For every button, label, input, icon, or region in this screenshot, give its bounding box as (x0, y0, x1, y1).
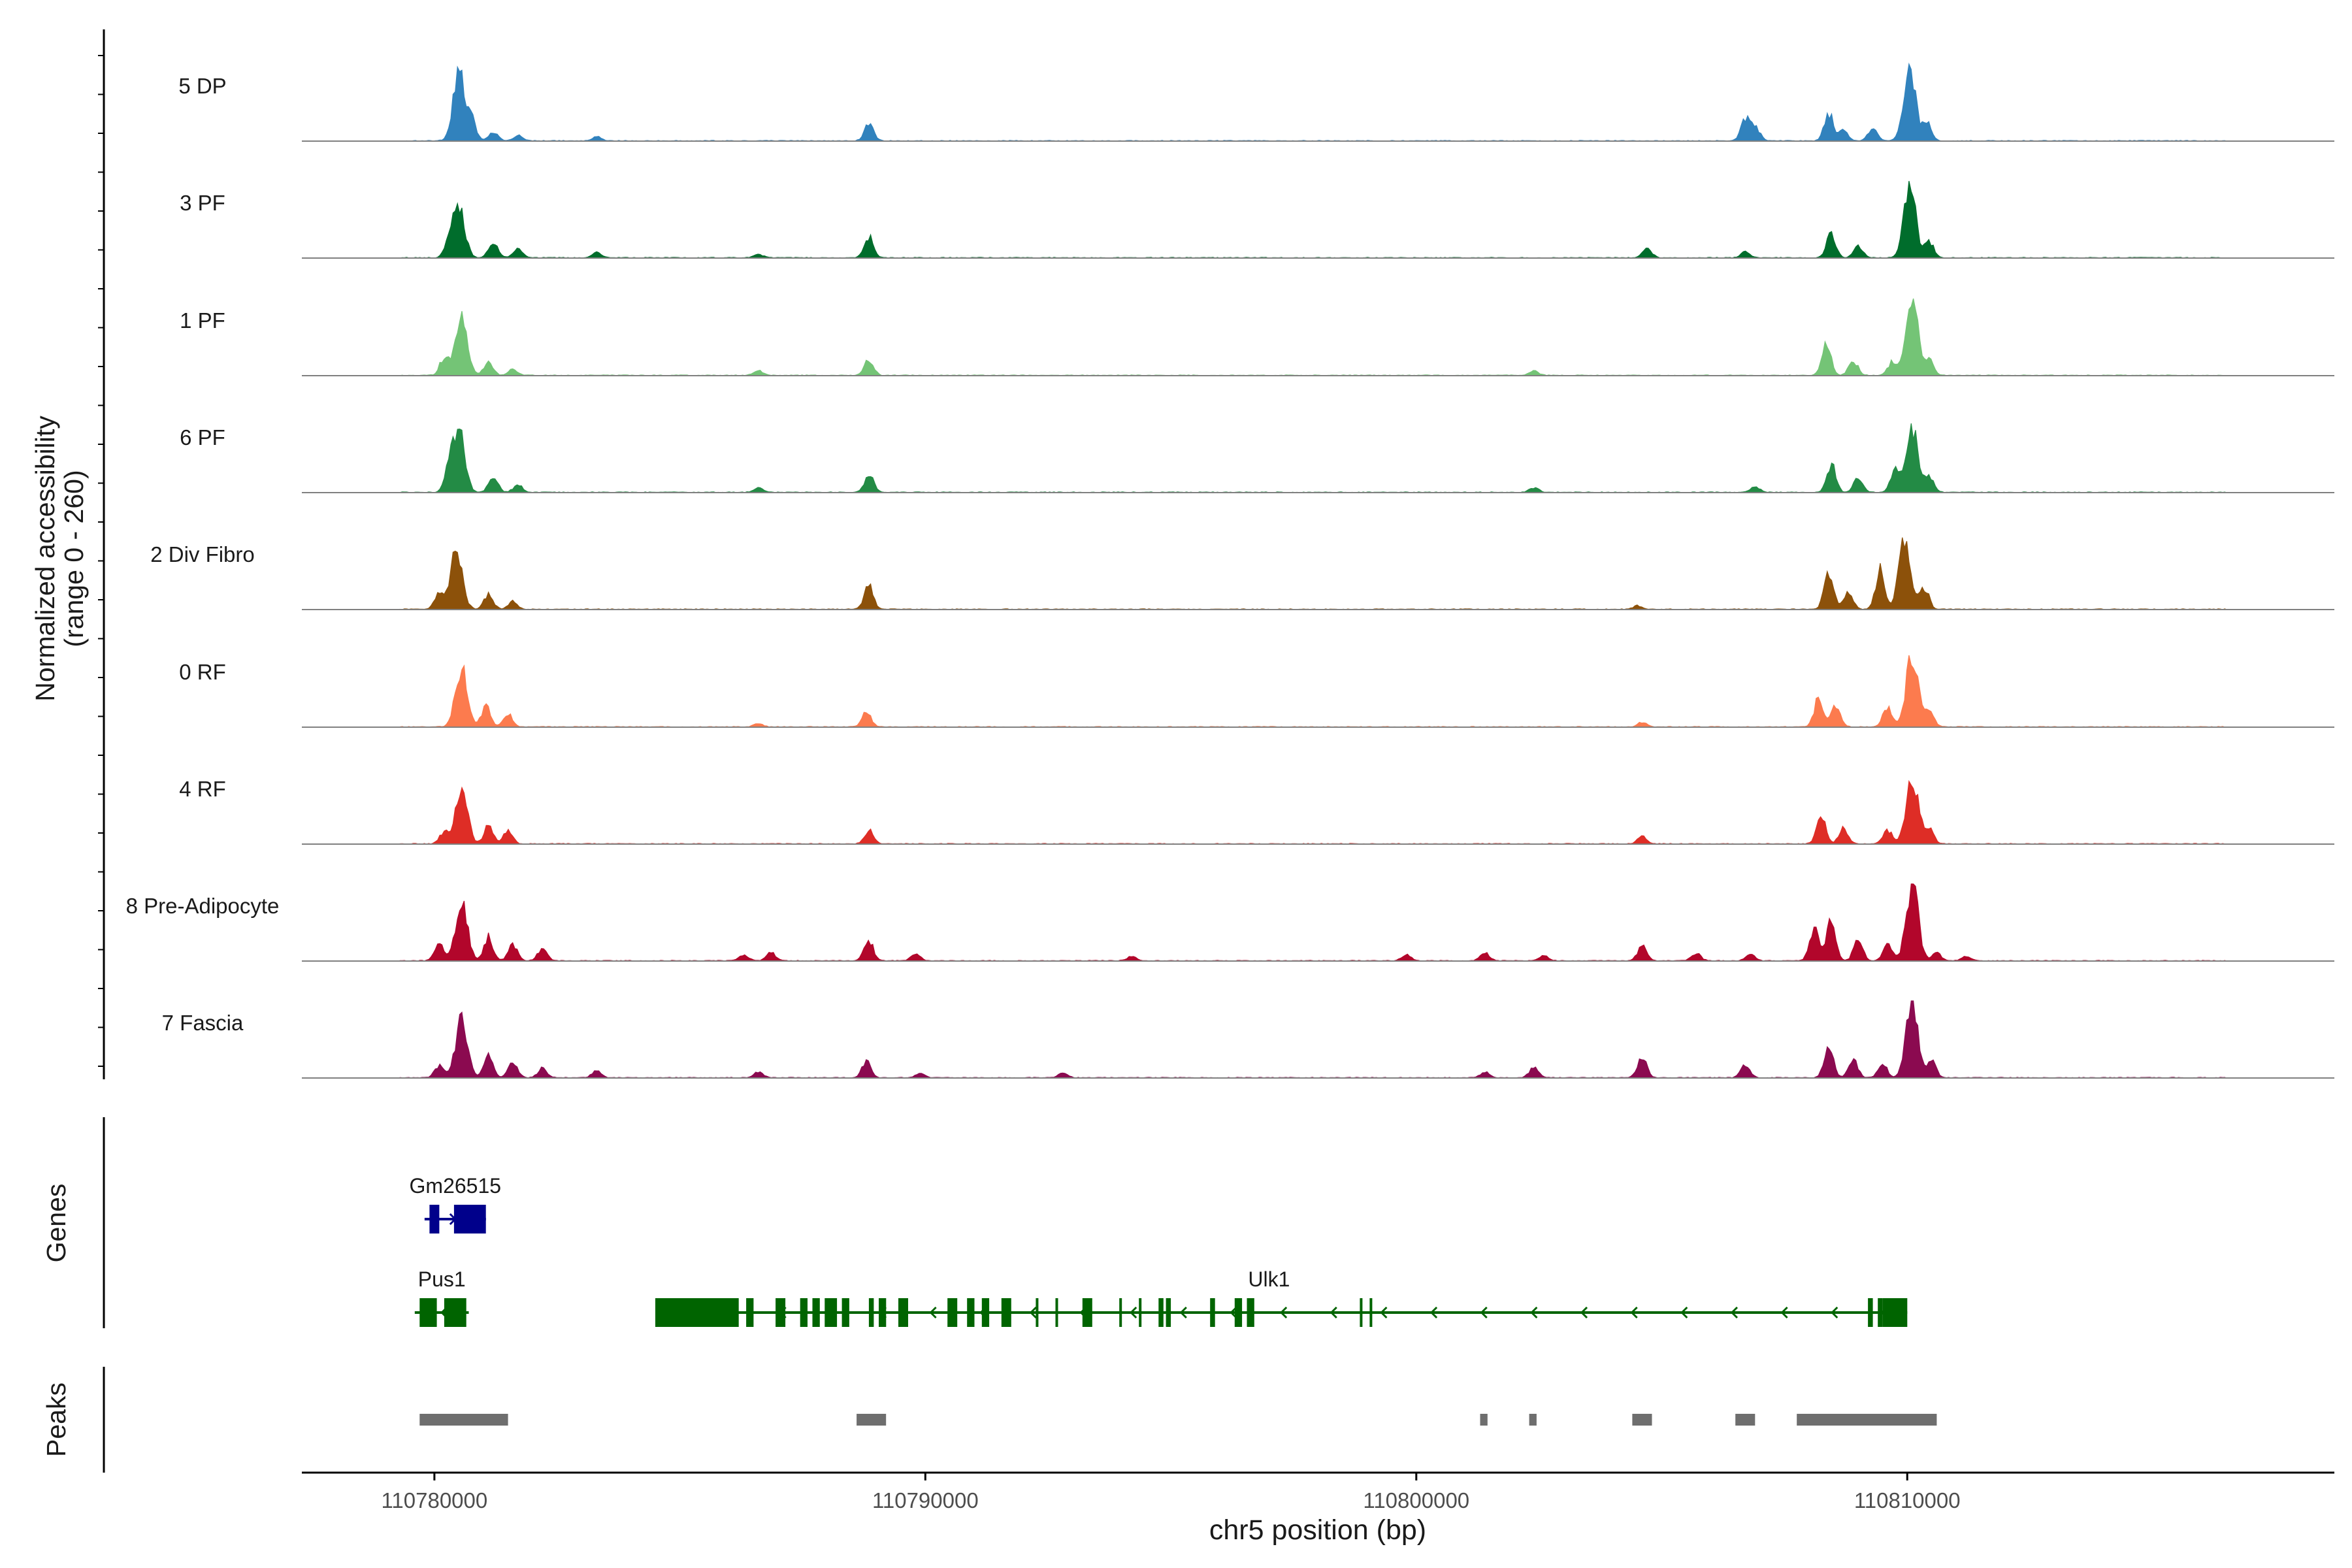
exon (841, 1298, 849, 1327)
exon (800, 1298, 808, 1327)
exon (898, 1298, 908, 1327)
strand-arrow (1380, 1306, 1388, 1319)
strand-arrow (1130, 1306, 1137, 1319)
exon (1878, 1298, 1883, 1327)
gene-name: Ulk1 (1248, 1267, 1290, 1291)
strand-arrow (929, 1306, 937, 1319)
exon (879, 1298, 887, 1327)
track-3-pf: 3 PF (180, 180, 2334, 259)
strand-arrow (1429, 1306, 1438, 1319)
track-label: 3 PF (180, 191, 225, 215)
exon (1036, 1298, 1039, 1327)
x-tick-label: 110790000 (872, 1488, 979, 1512)
exon (1210, 1298, 1215, 1327)
exon (981, 1298, 990, 1327)
exon (967, 1298, 975, 1327)
peaks-panel-label: Peaks (41, 1382, 71, 1457)
track-label: 5 DP (178, 74, 226, 98)
exon (1868, 1298, 1873, 1327)
exon (1369, 1298, 1373, 1327)
exon (1234, 1298, 1243, 1327)
exon (1119, 1298, 1122, 1327)
strand-arrow (1780, 1306, 1788, 1319)
track-label: 7 Fascia (162, 1011, 244, 1035)
track-label: 8 Pre-Adipocyte (126, 894, 280, 918)
track-2-div-fibro: 2 Div Fibro (150, 537, 2334, 610)
track-8-pre-adipocyte: 8 Pre-Adipocyte (126, 883, 2334, 962)
peak-region (1735, 1414, 1756, 1426)
track-label: 6 PF (180, 425, 225, 449)
x-axis-label: chr5 position (bp) (1209, 1514, 1426, 1546)
y-axis-label-range: (range 0 - 260) (59, 470, 89, 647)
track-label: 0 RF (179, 660, 226, 684)
exon (1139, 1298, 1142, 1327)
track-5-dp: 5 DP (178, 62, 2334, 142)
y-axis-ticks (98, 55, 104, 1067)
exon (1882, 1298, 1908, 1327)
gene-name: Pus1 (418, 1267, 466, 1291)
strand-arrow (1831, 1306, 1838, 1319)
strand-arrow (1029, 1306, 1037, 1319)
strand-arrow (1580, 1306, 1588, 1319)
track-label: 2 Div Fibro (150, 542, 255, 566)
exon (419, 1298, 437, 1327)
x-tick-label: 110810000 (1854, 1488, 1961, 1512)
peak-region (1529, 1414, 1537, 1426)
exon (1166, 1298, 1171, 1327)
exon (947, 1298, 958, 1327)
gene-gm26515: Gm26515 (410, 1174, 502, 1233)
peak-region (1632, 1414, 1652, 1426)
strand-arrow (1630, 1306, 1638, 1319)
track-4-rf: 4 RF (179, 777, 2334, 845)
exon (746, 1298, 754, 1327)
x-tick-label: 110780000 (382, 1488, 488, 1512)
exon (429, 1205, 440, 1233)
track-label: 1 PF (180, 308, 225, 333)
exon (453, 1205, 486, 1233)
strand-arrow (1280, 1306, 1288, 1319)
exon (655, 1298, 739, 1327)
track-6-pf: 6 PF (180, 423, 2334, 493)
peak-regions (419, 1414, 1937, 1426)
exon (825, 1298, 838, 1327)
peak-region (1480, 1414, 1488, 1426)
y-axis-label: Normalized accessibility (30, 416, 60, 702)
gene-pus1: Pus1 (414, 1267, 469, 1327)
exon (812, 1298, 820, 1327)
exon (1360, 1298, 1363, 1327)
peak-region (857, 1414, 887, 1426)
peak-region (419, 1414, 508, 1426)
coverage-tracks: 5 DP 3 PF 1 PF 6 PF 2 Div Fibro 0 RF 4 RF 8 Pre… (126, 62, 2334, 1079)
track-label: 4 RF (179, 777, 226, 801)
x-tick-label: 110800000 (1363, 1488, 1469, 1512)
strand-arrow (1530, 1306, 1538, 1319)
track-1-pf: 1 PF (180, 298, 2334, 376)
exon (776, 1298, 786, 1327)
strand-arrow (1730, 1306, 1739, 1319)
strand-arrow (1480, 1306, 1488, 1319)
strand-arrow (1680, 1306, 1688, 1319)
exon (1158, 1298, 1164, 1327)
exon (444, 1298, 466, 1327)
gene-ulk1: Ulk1 (655, 1267, 1908, 1327)
gene-annotations: Gm26515 Pus1 Ulk1 (410, 1174, 1908, 1327)
track-0-rf: 0 RF (179, 655, 2334, 728)
exon (1001, 1298, 1011, 1327)
track-7-fascia: 7 Fascia (162, 1000, 2334, 1079)
exon (1082, 1298, 1092, 1327)
exon (868, 1298, 874, 1327)
exon (1247, 1298, 1254, 1327)
peak-region (1797, 1414, 1937, 1426)
gene-name: Gm26515 (410, 1174, 502, 1198)
genes-panel-label: Genes (41, 1184, 71, 1263)
x-axis-ticks: 110780000 110790000 110800000 110810000 (382, 1473, 1961, 1512)
exon (1055, 1298, 1058, 1327)
strand-arrow (1330, 1306, 1337, 1319)
strand-arrow (1179, 1306, 1187, 1319)
